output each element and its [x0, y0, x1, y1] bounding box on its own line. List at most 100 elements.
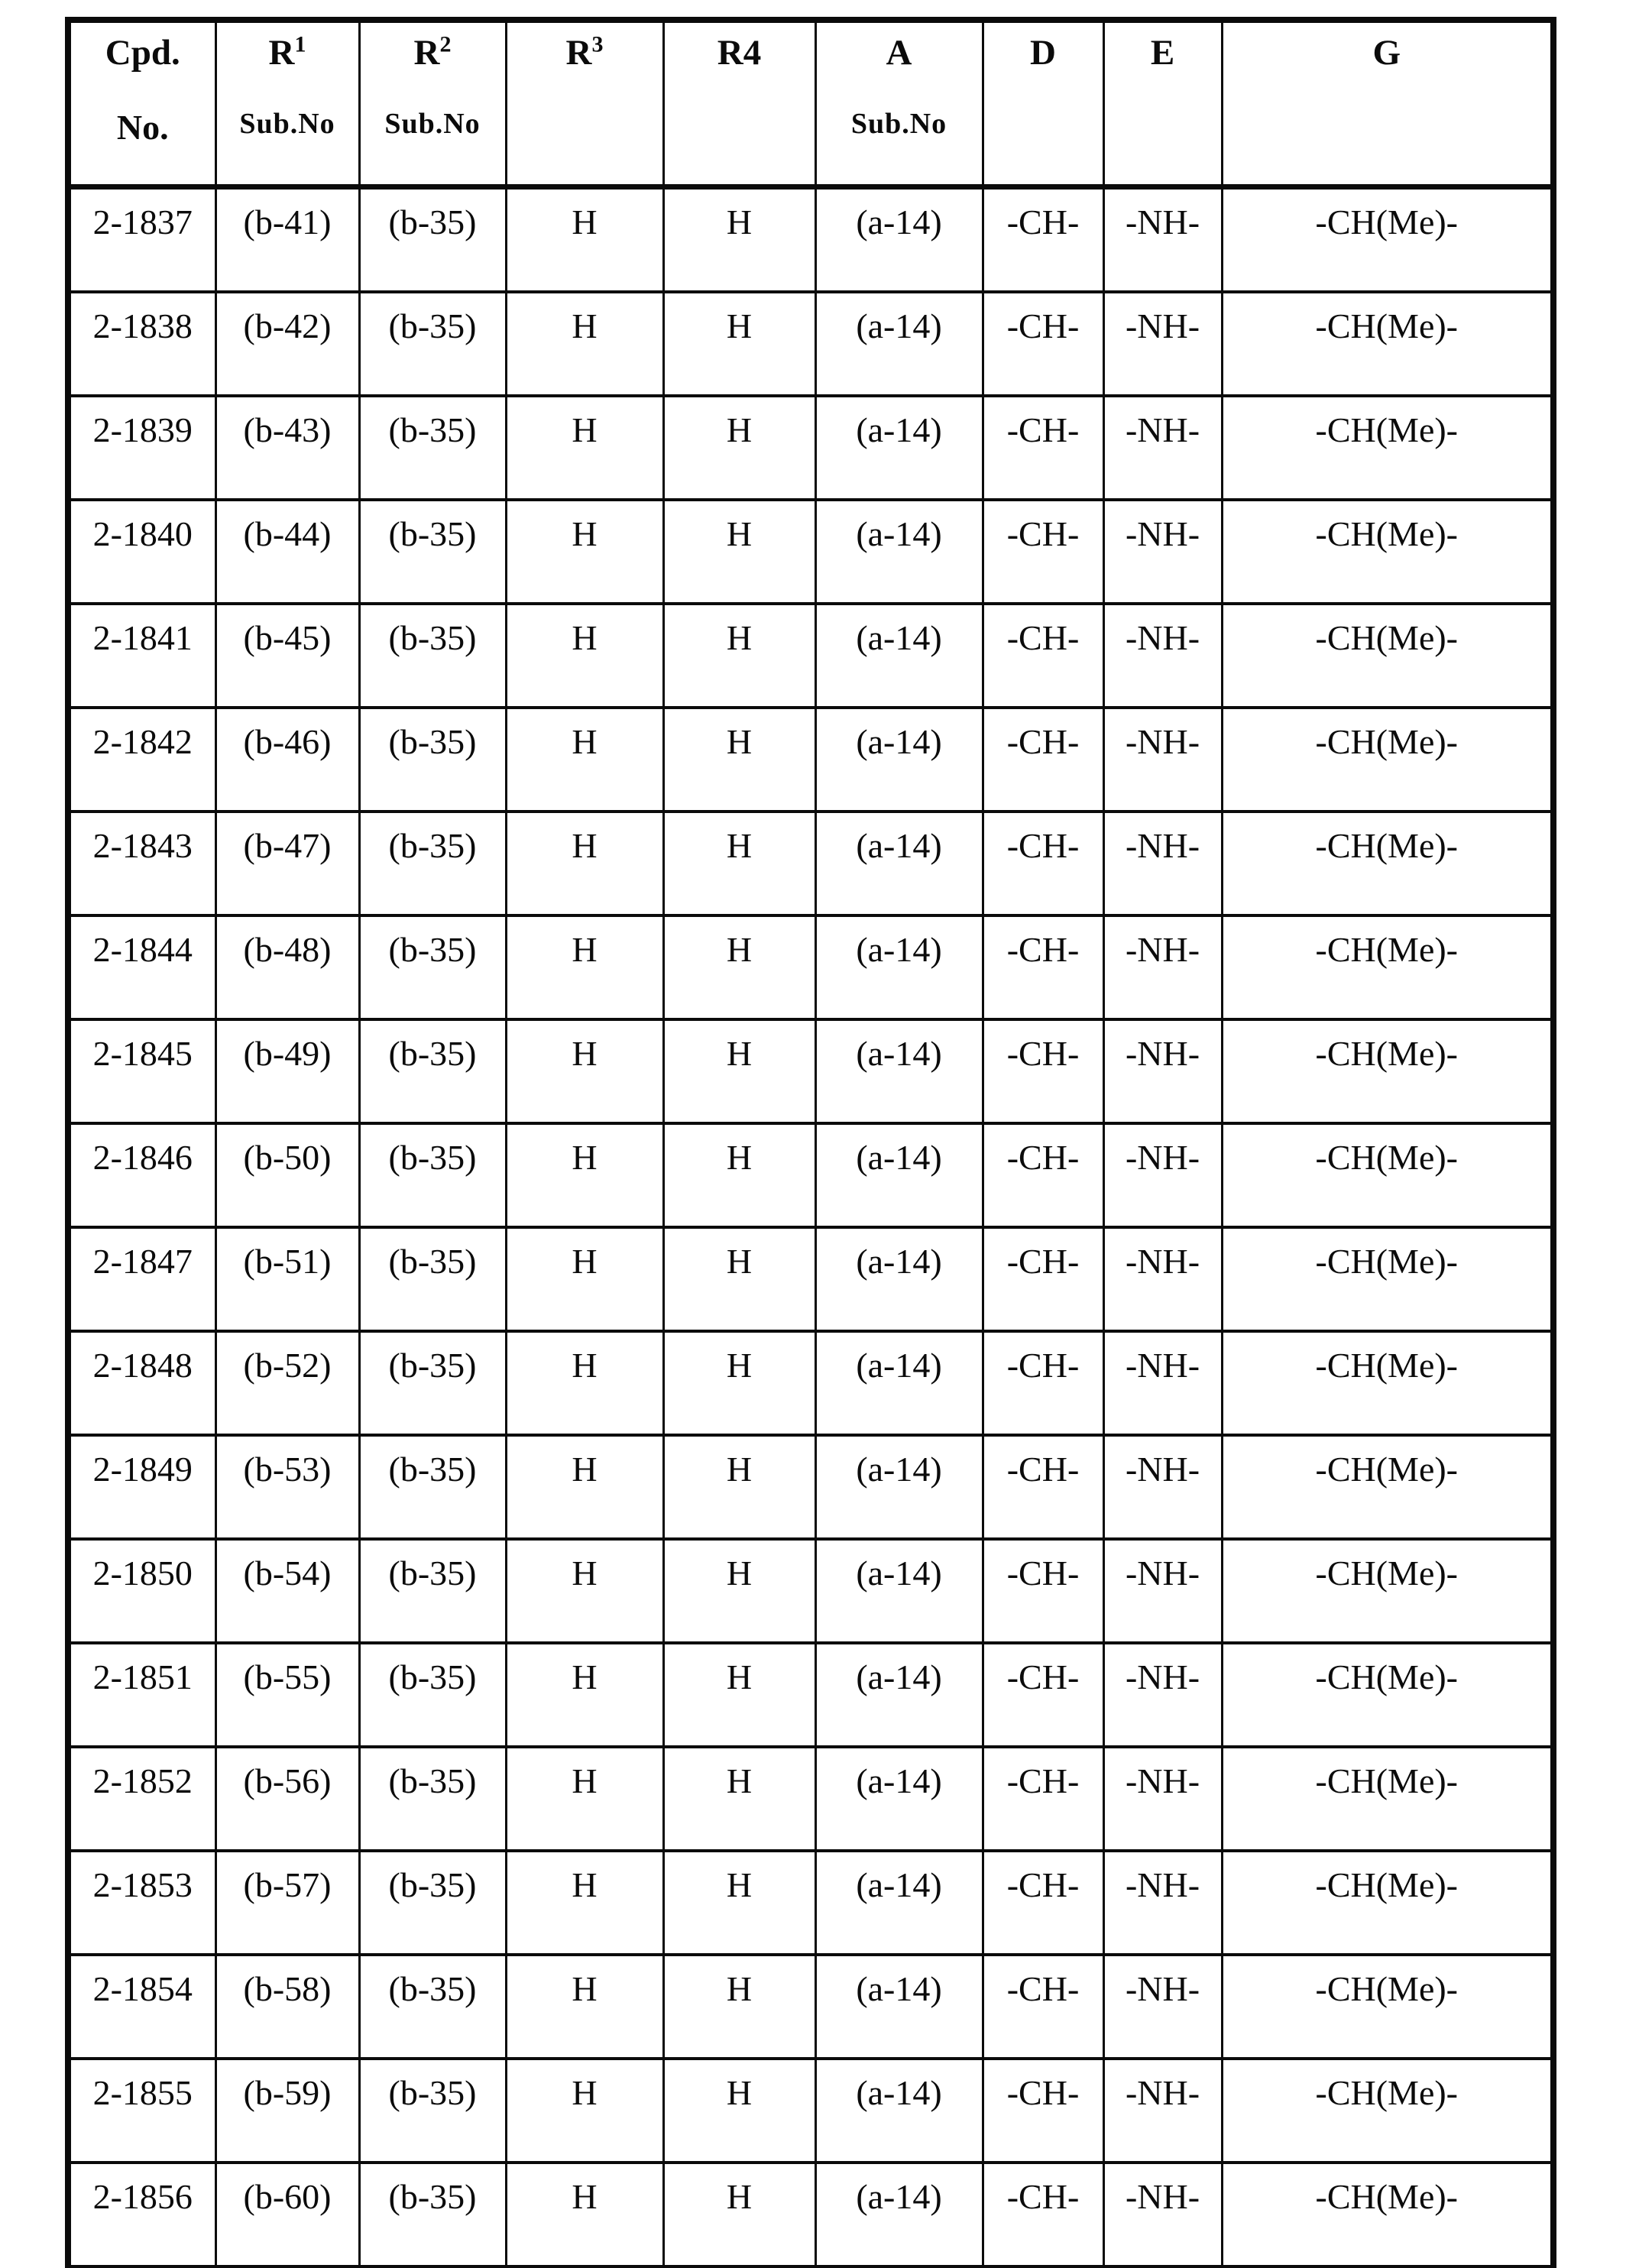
cell-e: -NH-: [1102, 706, 1223, 813]
cell-r3: H: [504, 1330, 665, 1437]
cell-r4: H: [662, 290, 817, 397]
cell-r4: H: [662, 1953, 817, 2060]
column-header-r1: R1 Sub.No: [214, 18, 361, 190]
cell-a-sub-no: (a-14): [814, 914, 984, 1021]
cell-r2-sub-no: (b-35): [358, 1849, 507, 1956]
table-row: 2-1854 (b-58) (b-35) H H (a-14) -CH- -NH…: [66, 1953, 1555, 2060]
cell-r2-sub-no: (b-35): [358, 1745, 507, 1852]
cell-a-sub-no: (a-14): [814, 1641, 984, 1748]
column-header-e: E: [1102, 18, 1223, 190]
cell-e: -NH-: [1102, 394, 1223, 501]
table-row: 2-1857 (b-61) (b-35) H H (a-14) -CH- -NH…: [66, 2265, 1555, 2268]
cell-cpd-no: 2-1841: [66, 602, 217, 709]
cell-a-sub-no: (a-14): [814, 1018, 984, 1125]
cell-d: -CH-: [981, 185, 1105, 293]
cell-a-sub-no: (a-14): [814, 1330, 984, 1437]
cell-a-sub-no: (a-14): [814, 290, 984, 397]
table-row: 2-1838 (b-42) (b-35) H H (a-14) -CH- -NH…: [66, 290, 1555, 397]
cell-r3: H: [504, 394, 665, 501]
cell-r2-sub-no: (b-35): [358, 914, 507, 1021]
superscript: 2: [439, 31, 452, 57]
cell-r4: H: [662, 498, 817, 605]
column-header-sublabel: Sub.No: [384, 107, 481, 140]
cell-d: -CH-: [981, 1018, 1105, 1125]
superscript: 3: [591, 31, 604, 57]
cell-r3: H: [504, 1849, 665, 1956]
cell-d: -CH-: [981, 1434, 1105, 1541]
cell-r1-sub-no: (b-57): [214, 1849, 361, 1956]
cell-cpd-no: 2-1846: [66, 1122, 217, 1229]
table-row: 2-1855 (b-59) (b-35) H H (a-14) -CH- -NH…: [66, 2057, 1555, 2164]
cell-e: -NH-: [1102, 1641, 1223, 1748]
column-header-label: G: [1372, 33, 1401, 73]
cell-a-sub-no: (a-14): [814, 185, 984, 293]
cell-r2-sub-no: (b-35): [358, 498, 507, 605]
cell-g: -CH(Me)-: [1220, 1226, 1555, 1333]
cell-r1-sub-no: (b-45): [214, 602, 361, 709]
cell-r3: H: [504, 1537, 665, 1644]
cell-d: -CH-: [981, 1953, 1105, 2060]
cell-r3: H: [504, 2161, 665, 2268]
cell-e: -NH-: [1102, 2161, 1223, 2268]
cell-cpd-no: 2-1838: [66, 290, 217, 397]
cell-r3: H: [504, 2265, 665, 2268]
cell-e: -NH-: [1102, 290, 1223, 397]
column-header-label: E: [1150, 33, 1175, 73]
cell-r4: H: [662, 1745, 817, 1852]
cell-r1-sub-no: (b-46): [214, 706, 361, 813]
cell-cpd-no: 2-1856: [66, 2161, 217, 2268]
cell-r1-sub-no: (b-48): [214, 914, 361, 1021]
cell-r2-sub-no: (b-35): [358, 290, 507, 397]
cell-g: -CH(Me)-: [1220, 1018, 1555, 1125]
cell-r3: H: [504, 1434, 665, 1541]
cell-cpd-no: 2-1852: [66, 1745, 217, 1852]
cell-e: -NH-: [1102, 1122, 1223, 1229]
cell-e: -NH-: [1102, 914, 1223, 1021]
cell-r1-sub-no: (b-55): [214, 1641, 361, 1748]
cell-d: -CH-: [981, 2057, 1105, 2164]
cell-cpd-no: 2-1857: [66, 2265, 217, 2268]
cell-e: -NH-: [1102, 1226, 1223, 1333]
cell-r1-sub-no: (b-41): [214, 185, 361, 293]
cell-r1-sub-no: (b-59): [214, 2057, 361, 2164]
cell-d: -CH-: [981, 1226, 1105, 1333]
cell-cpd-no: 2-1854: [66, 1953, 217, 2060]
cell-r2-sub-no: (b-35): [358, 1330, 507, 1437]
cell-d: -CH-: [981, 810, 1105, 917]
cell-d: -CH-: [981, 1849, 1105, 1956]
cell-d: -CH-: [981, 2265, 1105, 2268]
cell-cpd-no: 2-1839: [66, 394, 217, 501]
column-header-label: D: [1030, 33, 1056, 73]
cell-a-sub-no: (a-14): [814, 1745, 984, 1852]
cell-r2-sub-no: (b-35): [358, 1537, 507, 1644]
cell-g: -CH(Me)-: [1220, 290, 1555, 397]
cell-d: -CH-: [981, 1641, 1105, 1748]
cell-r4: H: [662, 810, 817, 917]
cell-d: -CH-: [981, 1745, 1105, 1852]
cell-e: -NH-: [1102, 1330, 1223, 1437]
cell-r2-sub-no: (b-35): [358, 1226, 507, 1333]
column-header-sublabel: No.: [116, 107, 169, 147]
cell-r4: H: [662, 602, 817, 709]
cell-d: -CH-: [981, 394, 1105, 501]
table-row: 2-1847 (b-51) (b-35) H H (a-14) -CH- -NH…: [66, 1226, 1555, 1333]
cell-g: -CH(Me)-: [1220, 1122, 1555, 1229]
cell-r4: H: [662, 2161, 817, 2268]
cell-e: -NH-: [1102, 1537, 1223, 1644]
cell-r2-sub-no: (b-35): [358, 394, 507, 501]
cell-r1-sub-no: (b-58): [214, 1953, 361, 2060]
cell-r2-sub-no: (b-35): [358, 706, 507, 813]
cell-g: -CH(Me)-: [1220, 1745, 1555, 1852]
cell-r3: H: [504, 1745, 665, 1852]
cell-cpd-no: 2-1855: [66, 2057, 217, 2164]
cell-r1-sub-no: (b-60): [214, 2161, 361, 2268]
cell-r2-sub-no: (b-35): [358, 1018, 507, 1125]
cell-a-sub-no: (a-14): [814, 1537, 984, 1644]
cell-r4: H: [662, 1434, 817, 1541]
cell-d: -CH-: [981, 914, 1105, 1021]
cell-r4: H: [662, 1122, 817, 1229]
table-body: 2-1837 (b-41) (b-35) H H (a-14) -CH- -NH…: [66, 185, 1555, 2268]
cell-g: -CH(Me)-: [1220, 914, 1555, 1021]
cell-r2-sub-no: (b-35): [358, 2161, 507, 2268]
